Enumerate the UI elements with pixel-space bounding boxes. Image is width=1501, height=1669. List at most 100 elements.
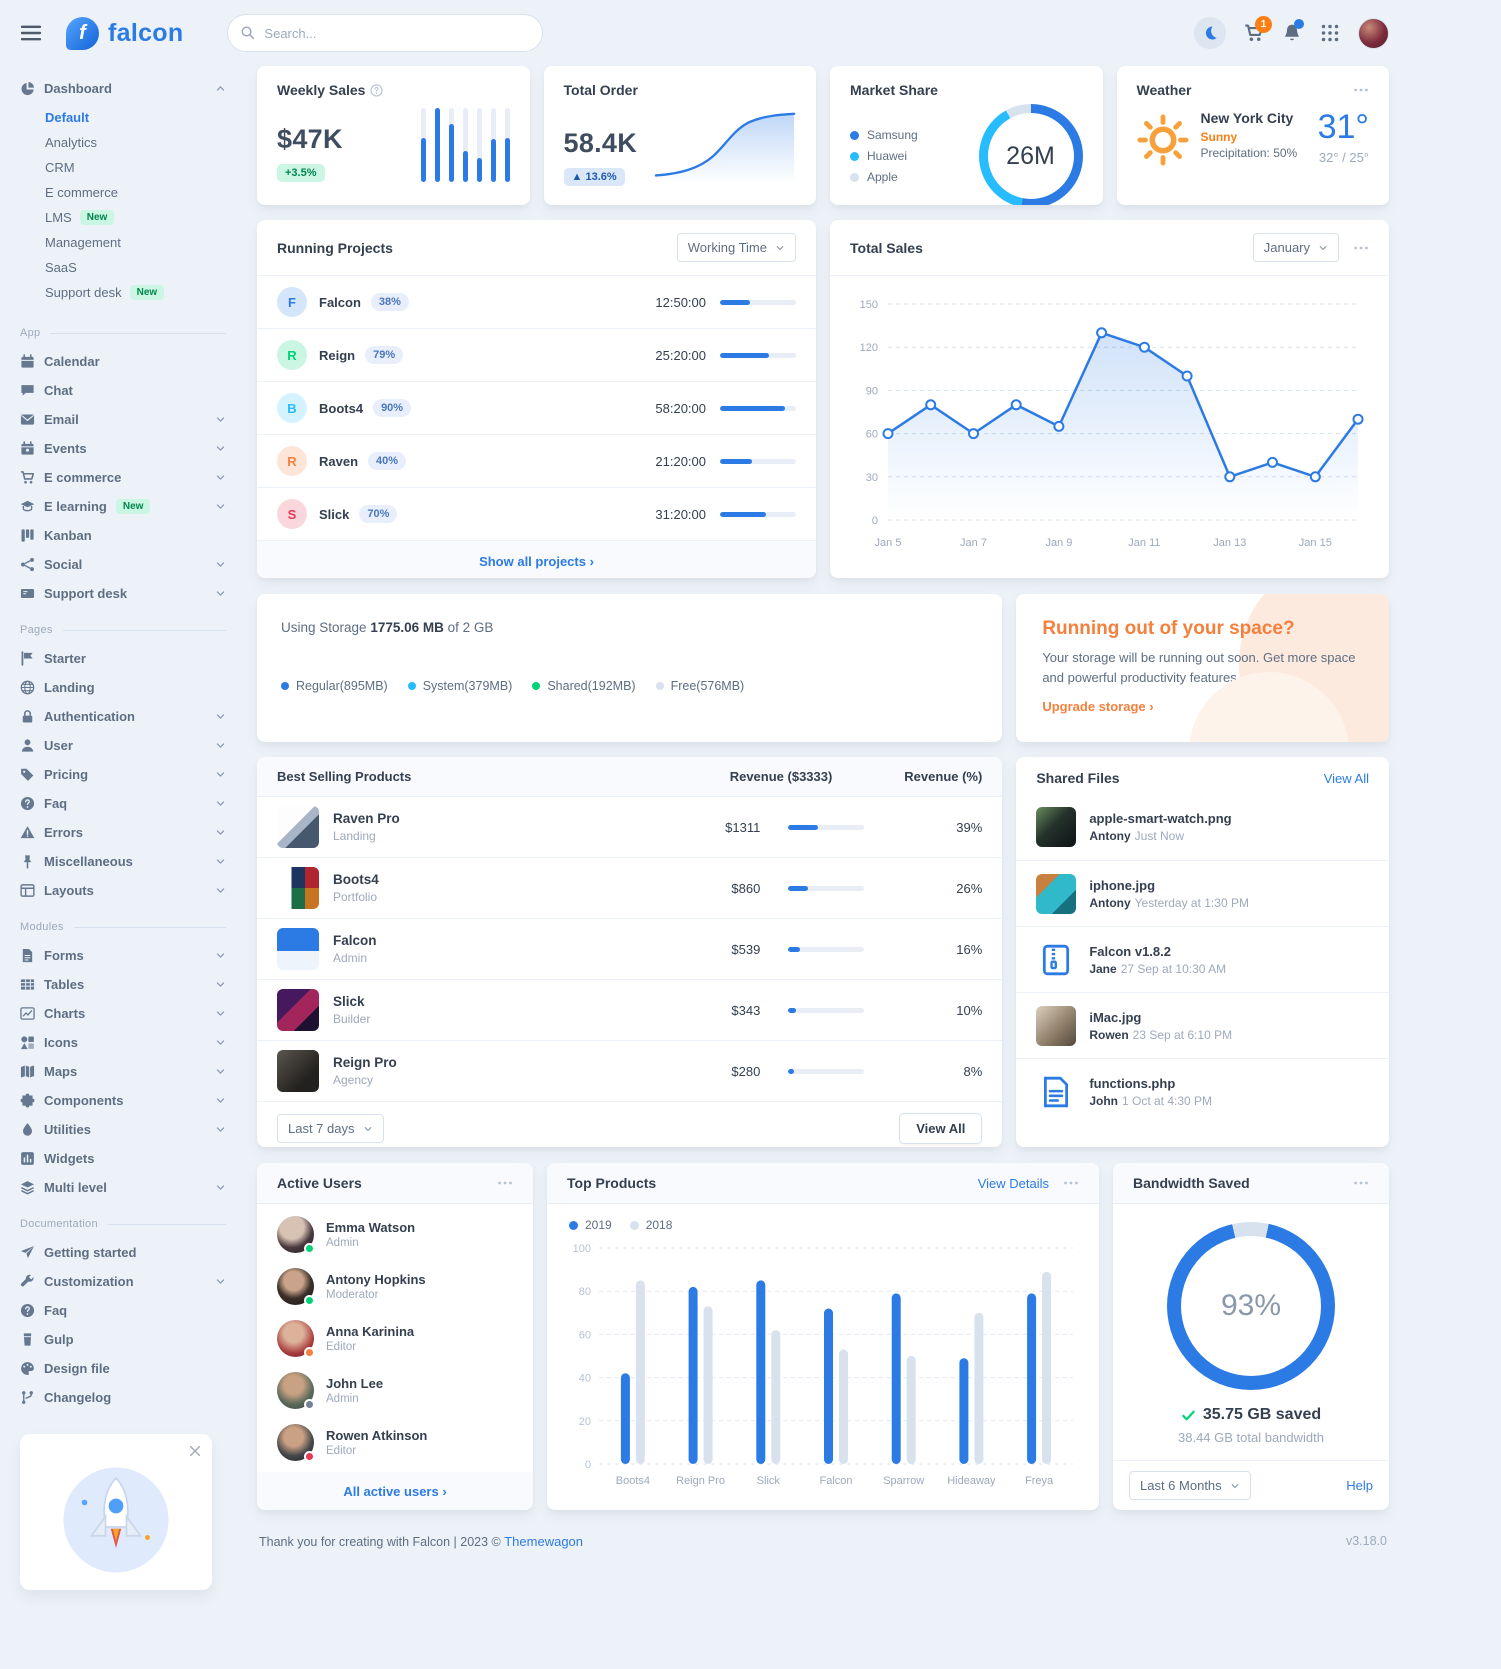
hamburger-menu-icon[interactable]: [20, 22, 42, 44]
sidebar-item[interactable]: Getting started: [20, 1238, 226, 1267]
sidebar-item[interactable]: Landing: [20, 673, 226, 702]
ellipsis-menu-icon[interactable]: [1353, 82, 1369, 98]
user-name-link[interactable]: Emma Watson: [326, 1219, 416, 1235]
avatar[interactable]: [277, 1215, 315, 1254]
user-avatar[interactable]: [1358, 17, 1389, 49]
sidebar-item[interactable]: Charts: [20, 999, 226, 1028]
file-name-link[interactable]: iphone.jpg: [1089, 877, 1156, 893]
sidebar-item[interactable]: Support desk: [20, 579, 226, 608]
ellipsis-menu-icon[interactable]: [1353, 1175, 1369, 1191]
avatar[interactable]: [277, 1267, 315, 1306]
sidebar-subitem[interactable]: Analytics: [45, 130, 226, 155]
project-name-link[interactable]: Raven: [319, 453, 359, 469]
avatar[interactable]: [277, 1371, 315, 1410]
sidebar-item[interactable]: Authentication: [20, 702, 226, 731]
sidebar-subitem[interactable]: Default: [45, 105, 226, 130]
help-icon[interactable]: [370, 84, 384, 97]
sidebar-item[interactable]: Errors: [20, 818, 226, 847]
sidebar-item[interactable]: Forms: [20, 941, 226, 970]
themewagon-link[interactable]: Themewagon: [504, 1534, 584, 1549]
file-name-link[interactable]: functions.php: [1089, 1075, 1176, 1091]
user-name-link[interactable]: Rowen Atkinson: [326, 1427, 428, 1443]
sidebar-item[interactable]: Maps: [20, 1057, 226, 1086]
sidebar-item[interactable]: Events: [20, 434, 226, 463]
product-name-link[interactable]: Raven Pro: [333, 811, 400, 826]
sidebar-item-dashboard[interactable]: Dashboard: [20, 74, 226, 103]
view-details-link[interactable]: View Details: [977, 1175, 1049, 1191]
file-name-link[interactable]: apple-smart-watch.png: [1089, 811, 1232, 826]
sidebar-item[interactable]: Icons: [20, 1028, 226, 1057]
product-name-link[interactable]: Slick: [333, 994, 365, 1009]
ellipsis-menu-icon[interactable]: [1063, 1175, 1079, 1191]
show-all-projects-link[interactable]: Show all projects ›: [479, 553, 594, 569]
sidebar-item[interactable]: Gulp: [20, 1325, 226, 1354]
sidebar-item[interactable]: Customization: [20, 1267, 226, 1296]
sidebar-item[interactable]: Starter: [20, 644, 226, 673]
last-7-days-select[interactable]: Last 7 days: [277, 1114, 384, 1143]
sidebar-item[interactable]: Utilities: [20, 1115, 226, 1144]
sidebar-item[interactable]: Components: [20, 1086, 226, 1115]
month-select[interactable]: January: [1252, 233, 1339, 262]
view-all-button[interactable]: View All: [899, 1113, 983, 1144]
product-thumbnail[interactable]: [277, 928, 319, 970]
sidebar-item[interactable]: Pricing: [20, 760, 226, 789]
product-name-link[interactable]: Reign Pro: [333, 1055, 397, 1070]
help-link[interactable]: Help: [1346, 1478, 1373, 1493]
last-6-months-select[interactable]: Last 6 Months: [1129, 1471, 1251, 1500]
file-thumbnail[interactable]: [1036, 873, 1077, 914]
file-thumbnail[interactable]: [1036, 1072, 1076, 1112]
product-thumbnail[interactable]: [277, 1050, 319, 1092]
ellipsis-menu-icon[interactable]: [497, 1175, 513, 1191]
sidebar-subitem[interactable]: SaaS: [45, 255, 226, 280]
product-thumbnail[interactable]: [277, 989, 319, 1031]
sidebar-subitem[interactable]: CRM: [45, 155, 226, 180]
sidebar-item[interactable]: Social: [20, 550, 226, 579]
sidebar-item[interactable]: Chat: [20, 376, 226, 405]
sidebar-item[interactable]: Changelog: [20, 1383, 226, 1412]
sidebar-item[interactable]: E learning New: [20, 492, 226, 521]
sidebar-item[interactable]: Tables: [20, 970, 226, 999]
file-thumbnail[interactable]: [1036, 807, 1077, 847]
sidebar-subitem[interactable]: LMS New: [45, 205, 226, 230]
sidebar-item[interactable]: Miscellaneous: [20, 847, 226, 876]
search-input[interactable]: [227, 14, 544, 52]
product-thumbnail[interactable]: [277, 867, 319, 909]
product-name-link[interactable]: Falcon: [333, 933, 377, 948]
file-thumbnail[interactable]: [1036, 1005, 1077, 1046]
sidebar-item[interactable]: Layouts: [20, 876, 226, 905]
avatar[interactable]: [277, 1423, 315, 1462]
sidebar-item[interactable]: Calendar: [20, 347, 226, 376]
user-name-link[interactable]: Antony Hopkins: [326, 1271, 426, 1287]
file-thumbnail[interactable]: [1036, 940, 1076, 980]
project-name-link[interactable]: Slick: [319, 506, 350, 522]
user-name-link[interactable]: John Lee: [326, 1375, 384, 1391]
sidebar-item[interactable]: Kanban: [20, 521, 226, 550]
cart-button[interactable]: 1: [1244, 16, 1272, 43]
avatar[interactable]: [277, 1319, 315, 1358]
product-name-link[interactable]: Boots4: [333, 872, 379, 887]
working-time-select[interactable]: Working Time: [676, 233, 796, 262]
sidebar-item[interactable]: E commerce: [20, 463, 226, 492]
logo[interactable]: f falcon: [66, 16, 183, 50]
sidebar-subitem[interactable]: Management: [45, 230, 226, 255]
file-name-link[interactable]: iMac.jpg: [1089, 1009, 1142, 1025]
sidebar-item[interactable]: Faq: [20, 789, 226, 818]
project-name-link[interactable]: Reign: [319, 347, 356, 363]
notifications-button[interactable]: [1282, 19, 1304, 43]
view-all-link[interactable]: View All: [1323, 770, 1369, 786]
file-name-link[interactable]: Falcon v1.8.2: [1089, 943, 1171, 959]
sidebar-item[interactable]: Design file: [20, 1354, 226, 1383]
sidebar-subitem[interactable]: E commerce: [45, 180, 226, 205]
project-name-link[interactable]: Falcon: [319, 294, 361, 310]
dark-mode-toggle[interactable]: [1194, 17, 1226, 49]
sidebar-item[interactable]: User: [20, 731, 226, 760]
ellipsis-menu-icon[interactable]: [1353, 240, 1369, 256]
sidebar-item[interactable]: Faq: [20, 1296, 226, 1325]
apps-grid-button[interactable]: [1320, 23, 1340, 43]
product-thumbnail[interactable]: [277, 806, 319, 848]
sidebar-item[interactable]: Multi level: [20, 1173, 226, 1202]
sidebar-item[interactable]: Email: [20, 405, 226, 434]
user-name-link[interactable]: Anna Karinina: [326, 1323, 415, 1339]
upgrade-storage-link[interactable]: Upgrade storage ›: [1042, 699, 1154, 714]
project-name-link[interactable]: Boots4: [319, 400, 364, 416]
